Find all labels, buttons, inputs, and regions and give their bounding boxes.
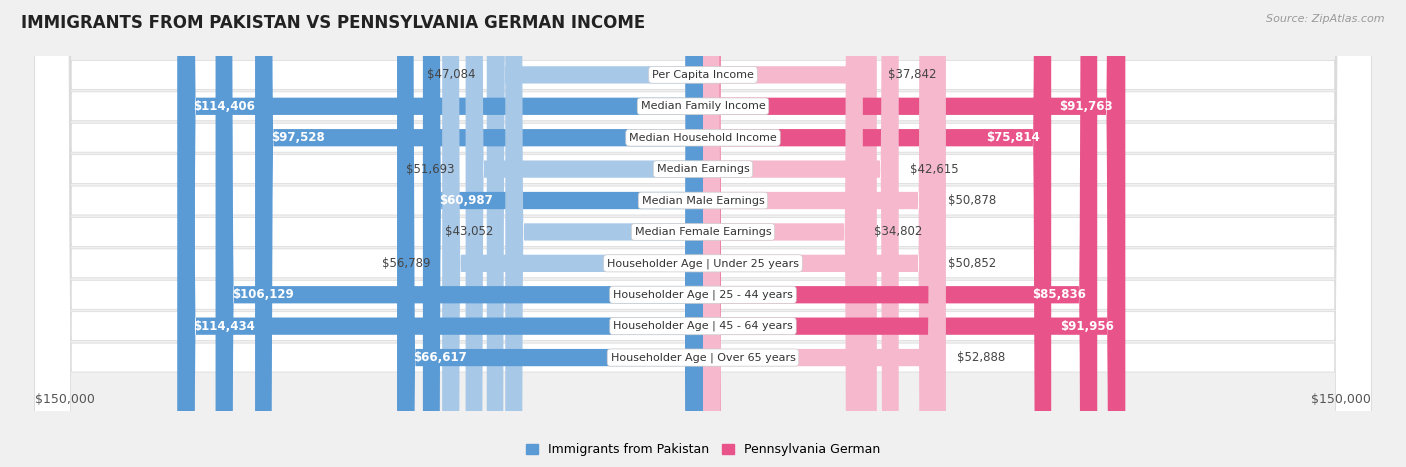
FancyBboxPatch shape	[35, 0, 1371, 467]
FancyBboxPatch shape	[35, 0, 1371, 467]
FancyBboxPatch shape	[177, 0, 703, 467]
FancyBboxPatch shape	[703, 0, 1052, 467]
Text: $91,956: $91,956	[1060, 319, 1114, 333]
Text: $106,129: $106,129	[232, 288, 294, 301]
Text: $150,000: $150,000	[1312, 394, 1371, 406]
Text: Householder Age | Over 65 years: Householder Age | Over 65 years	[610, 352, 796, 363]
Legend: Immigrants from Pakistan, Pennsylvania German: Immigrants from Pakistan, Pennsylvania G…	[520, 439, 886, 461]
FancyBboxPatch shape	[703, 0, 936, 467]
Text: IMMIGRANTS FROM PAKISTAN VS PENNSYLVANIA GERMAN INCOME: IMMIGRANTS FROM PAKISTAN VS PENNSYLVANIA…	[21, 14, 645, 32]
FancyBboxPatch shape	[35, 0, 1371, 467]
FancyBboxPatch shape	[703, 0, 877, 467]
FancyBboxPatch shape	[505, 0, 703, 467]
FancyBboxPatch shape	[703, 0, 946, 467]
FancyBboxPatch shape	[254, 0, 703, 467]
Text: Householder Age | 25 - 44 years: Householder Age | 25 - 44 years	[613, 290, 793, 300]
FancyBboxPatch shape	[215, 0, 703, 467]
FancyBboxPatch shape	[441, 0, 703, 467]
FancyBboxPatch shape	[703, 0, 1125, 467]
Text: $114,406: $114,406	[194, 100, 256, 113]
Text: $50,852: $50,852	[948, 257, 997, 270]
FancyBboxPatch shape	[703, 0, 1125, 467]
FancyBboxPatch shape	[35, 0, 1371, 467]
FancyBboxPatch shape	[703, 0, 1097, 467]
FancyBboxPatch shape	[35, 0, 1371, 467]
FancyBboxPatch shape	[703, 0, 863, 467]
FancyBboxPatch shape	[423, 0, 703, 467]
Text: Median Male Earnings: Median Male Earnings	[641, 196, 765, 205]
FancyBboxPatch shape	[35, 0, 1371, 467]
Text: $66,617: $66,617	[413, 351, 467, 364]
FancyBboxPatch shape	[177, 0, 703, 467]
Text: $37,842: $37,842	[889, 68, 936, 81]
Text: $91,763: $91,763	[1059, 100, 1114, 113]
FancyBboxPatch shape	[35, 0, 1371, 467]
Text: Median Earnings: Median Earnings	[657, 164, 749, 174]
Text: $47,084: $47,084	[427, 68, 475, 81]
FancyBboxPatch shape	[703, 0, 936, 467]
Text: $56,789: $56,789	[382, 257, 430, 270]
Text: Householder Age | 45 - 64 years: Householder Age | 45 - 64 years	[613, 321, 793, 332]
FancyBboxPatch shape	[396, 0, 703, 467]
Text: $42,615: $42,615	[910, 163, 959, 176]
Text: Householder Age | Under 25 years: Householder Age | Under 25 years	[607, 258, 799, 269]
Text: $150,000: $150,000	[35, 394, 94, 406]
Text: $50,878: $50,878	[948, 194, 997, 207]
Text: $60,987: $60,987	[439, 194, 492, 207]
Text: Median Household Income: Median Household Income	[628, 133, 778, 143]
FancyBboxPatch shape	[486, 0, 703, 467]
Text: $43,052: $43,052	[446, 226, 494, 239]
Text: Median Family Income: Median Family Income	[641, 101, 765, 111]
Text: $85,836: $85,836	[1032, 288, 1085, 301]
Text: $75,814: $75,814	[986, 131, 1039, 144]
Text: $51,693: $51,693	[405, 163, 454, 176]
FancyBboxPatch shape	[35, 0, 1371, 467]
FancyBboxPatch shape	[465, 0, 703, 467]
Text: $114,434: $114,434	[194, 319, 256, 333]
FancyBboxPatch shape	[35, 0, 1371, 467]
FancyBboxPatch shape	[703, 0, 898, 467]
Text: Median Female Earnings: Median Female Earnings	[634, 227, 772, 237]
Text: Source: ZipAtlas.com: Source: ZipAtlas.com	[1267, 14, 1385, 24]
FancyBboxPatch shape	[35, 0, 1371, 467]
Text: $52,888: $52,888	[957, 351, 1005, 364]
Text: $97,528: $97,528	[271, 131, 325, 144]
Text: $34,802: $34,802	[875, 226, 922, 239]
Text: Per Capita Income: Per Capita Income	[652, 70, 754, 80]
